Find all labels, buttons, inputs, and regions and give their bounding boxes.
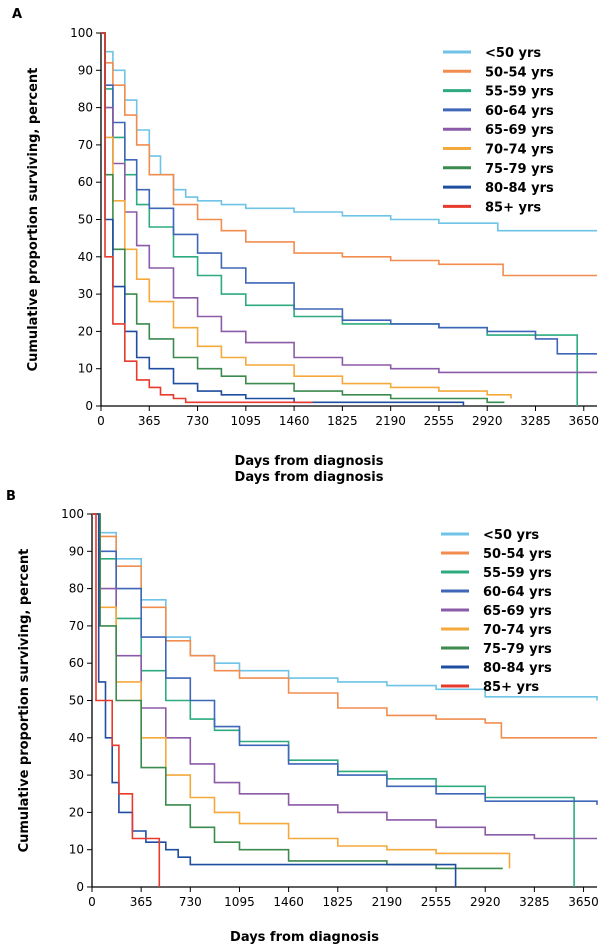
x-axis-label-repeat: Days from diagnosis bbox=[235, 470, 384, 485]
series-line-50-54-yrs bbox=[101, 32, 597, 277]
x-tick-label: 1825 bbox=[322, 895, 353, 909]
legend-label: 60-64 yrs bbox=[483, 585, 552, 600]
x-tick-label: 1460 bbox=[273, 895, 304, 909]
series-line-60-64-yrs bbox=[101, 32, 597, 355]
legend-label: 85+ yrs bbox=[485, 200, 541, 215]
x-tick-label: 2190 bbox=[375, 414, 406, 428]
y-tick-label: 80 bbox=[78, 101, 93, 115]
x-tick-label: 3650 bbox=[568, 895, 599, 909]
x-tick-label: 1095 bbox=[224, 895, 255, 909]
y-tick-label: 70 bbox=[69, 619, 84, 633]
y-axis-label: Cumulative proportion surviving, percent bbox=[17, 549, 32, 853]
series-line-75-79-yrs bbox=[92, 513, 503, 870]
legend-label: 65-69 yrs bbox=[483, 604, 552, 619]
y-tick-label: 90 bbox=[69, 544, 84, 558]
series-line-60-64-yrs bbox=[92, 513, 598, 805]
series-line-65-69-yrs bbox=[101, 32, 597, 374]
x-tick-label: 365 bbox=[130, 895, 153, 909]
x-tick-label: 3285 bbox=[520, 414, 551, 428]
y-tick-label: 100 bbox=[70, 26, 93, 40]
x-tick-label: 3285 bbox=[519, 895, 550, 909]
panel-label: A bbox=[12, 7, 22, 22]
x-axis-label: Days from diagnosis bbox=[235, 454, 384, 469]
y-tick-label: 10 bbox=[78, 362, 93, 376]
legend-label: 80-84 yrs bbox=[485, 181, 554, 196]
x-tick-label: 1095 bbox=[231, 414, 262, 428]
y-tick-label: 40 bbox=[78, 250, 93, 264]
y-tick-label: 60 bbox=[69, 656, 84, 670]
y-tick-label: 80 bbox=[69, 582, 84, 596]
legend-label: 75-79 yrs bbox=[483, 642, 552, 657]
legend-label: 85+ yrs bbox=[483, 680, 539, 695]
y-tick-label: 70 bbox=[78, 138, 93, 152]
x-tick-label: 2920 bbox=[470, 895, 501, 909]
series-line-85-yrs bbox=[101, 32, 313, 404]
legend-label: <50 yrs bbox=[485, 46, 541, 61]
series-line-85-yrs bbox=[92, 513, 161, 887]
x-tick-label: 1825 bbox=[327, 414, 358, 428]
x-tick-label: 0 bbox=[88, 895, 96, 909]
series-line-65-69-yrs bbox=[92, 513, 597, 840]
y-tick-label: 60 bbox=[78, 175, 93, 189]
legend-label: 70-74 yrs bbox=[485, 143, 554, 158]
x-tick-label: 365 bbox=[138, 414, 161, 428]
x-tick-label: 730 bbox=[179, 895, 202, 909]
legend-label: 50-54 yrs bbox=[483, 547, 552, 562]
y-tick-label: 30 bbox=[78, 287, 93, 301]
legend-label: 55-59 yrs bbox=[485, 85, 554, 100]
y-tick-label: 30 bbox=[69, 768, 84, 782]
series-line-50-54-yrs bbox=[92, 513, 597, 739]
y-tick-label: 50 bbox=[78, 213, 93, 227]
y-tick-label: 40 bbox=[69, 731, 84, 745]
series-line--50-yrs bbox=[92, 513, 598, 701]
y-tick-label: 20 bbox=[78, 324, 93, 338]
y-tick-label: 0 bbox=[76, 880, 84, 894]
y-axis-label: Cumulative proportion surviving, percent bbox=[26, 68, 41, 372]
y-tick-label: 10 bbox=[69, 843, 84, 857]
series-line-80-84-yrs bbox=[92, 513, 457, 887]
series-line-80-84-yrs bbox=[101, 32, 465, 406]
x-tick-label: 2190 bbox=[372, 895, 403, 909]
x-tick-label: 1460 bbox=[279, 414, 310, 428]
x-tick-label: 730 bbox=[186, 414, 209, 428]
x-axis-label: Days from diagnosis bbox=[230, 930, 379, 945]
y-tick-label: 90 bbox=[78, 63, 93, 77]
legend-label: 50-54 yrs bbox=[485, 65, 554, 80]
series-line-75-79-yrs bbox=[101, 32, 505, 404]
legend-label: 80-84 yrs bbox=[483, 661, 552, 676]
series-line-70-74-yrs bbox=[92, 513, 511, 869]
legend-label: 75-79 yrs bbox=[485, 162, 554, 177]
x-tick-label: 2920 bbox=[472, 414, 503, 428]
y-tick-label: 0 bbox=[85, 399, 93, 413]
legend-label: 55-59 yrs bbox=[483, 566, 552, 581]
legend-label: 65-69 yrs bbox=[485, 123, 554, 138]
x-tick-label: 2555 bbox=[424, 414, 455, 428]
y-tick-label: 100 bbox=[61, 507, 84, 521]
x-tick-label: 3650 bbox=[568, 414, 599, 428]
series-line-70-74-yrs bbox=[101, 32, 512, 399]
legend-label: <50 yrs bbox=[483, 528, 539, 543]
panel-label: B bbox=[6, 489, 16, 504]
x-tick-label: 2555 bbox=[421, 895, 452, 909]
legend-label: 60-64 yrs bbox=[485, 104, 554, 119]
y-tick-label: 20 bbox=[69, 805, 84, 819]
y-tick-label: 50 bbox=[69, 694, 84, 708]
legend-label: 70-74 yrs bbox=[483, 623, 552, 638]
x-tick-label: 0 bbox=[97, 414, 105, 428]
